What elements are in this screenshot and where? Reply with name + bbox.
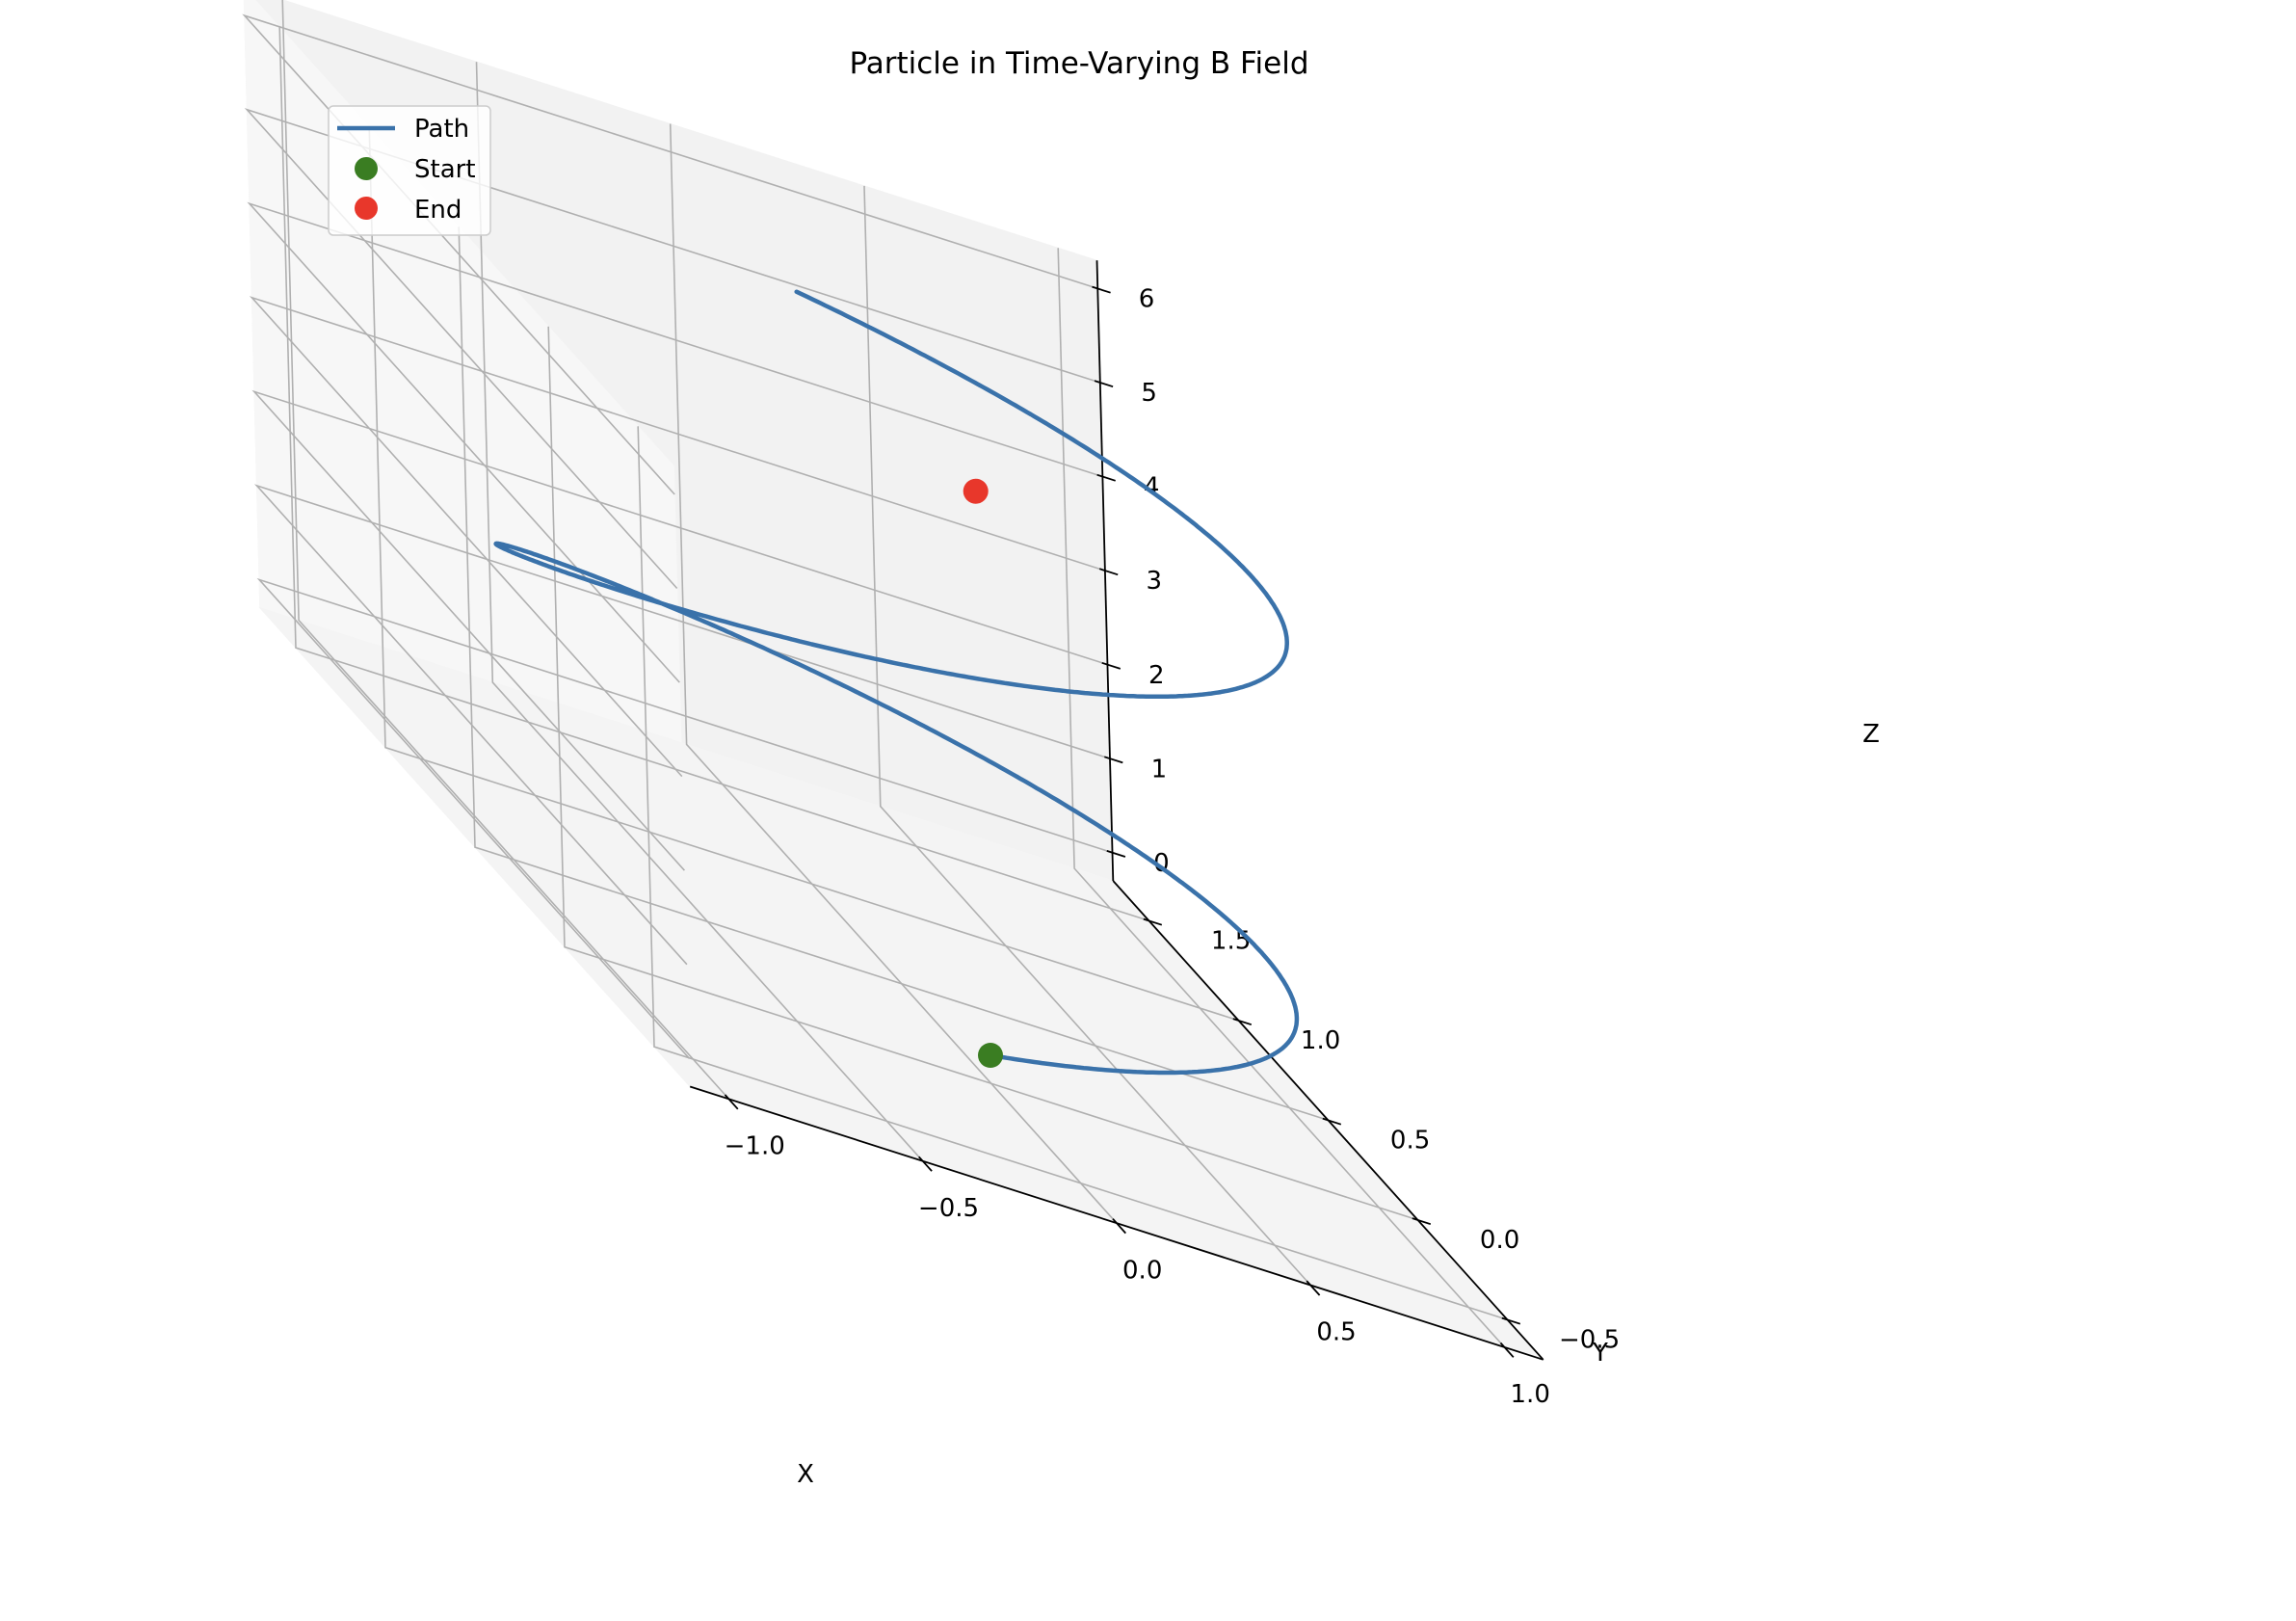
grid-z-3: [249, 296, 1106, 778]
z-tick-3-label: 3: [1147, 567, 1163, 596]
start-point: [978, 1043, 1003, 1068]
x-axis-title: X: [797, 1460, 814, 1489]
grid-z-0: [256, 577, 1113, 1059]
tick-marks: [724, 285, 1521, 1358]
y-tick-0-tick: [1501, 1316, 1521, 1325]
z-tick-1-label: 1: [1151, 755, 1168, 784]
y-tick-1-label: 0.0: [1480, 1226, 1519, 1255]
x-tick-4-label: 1.0: [1511, 1380, 1550, 1409]
x-tick-0-tick: [724, 1094, 739, 1110]
x-tick-2-label: 0.0: [1122, 1256, 1162, 1285]
grid-y-2: [458, 226, 1329, 1122]
z-tick-6-label: 6: [1139, 285, 1155, 314]
y-tick-3-tick: [1232, 1018, 1253, 1026]
x-tick-4-tick: [1499, 1342, 1515, 1358]
z-tick-3-tick: [1098, 568, 1119, 576]
series-layer: [493, 289, 1300, 1076]
grid-z-4: [247, 201, 1103, 683]
legend-end-label: End: [414, 196, 462, 225]
legend-end-marker: [355, 197, 378, 220]
z-tick-1-tick: [1104, 756, 1123, 764]
y-tick-3-label: 1.0: [1301, 1026, 1340, 1055]
grid-z-5: [244, 108, 1101, 590]
x-tick-3-label: 0.5: [1316, 1318, 1356, 1347]
grid-x-2: [669, 123, 1118, 1224]
x-tick-1-tick: [918, 1156, 933, 1172]
legend-start-marker: [355, 157, 378, 180]
z-tick-6-tick: [1092, 285, 1111, 294]
y-axis-title: Y: [1592, 1339, 1608, 1368]
grid-x-3: [863, 185, 1311, 1287]
grid-z-6: [242, 13, 1098, 495]
legend-path-label: Path: [414, 115, 469, 144]
grid-x-1: [475, 62, 924, 1162]
x-tick-1-label: −0.5: [918, 1194, 979, 1223]
grid-x-0: [281, 0, 730, 1100]
y-tick-4-tick: [1143, 917, 1163, 926]
grid-x-4: [1057, 248, 1506, 1348]
z-tick-5-tick: [1094, 380, 1114, 388]
z-tick-4-tick: [1096, 473, 1116, 482]
grid-y-0: [637, 426, 1508, 1321]
z-tick-0-tick: [1106, 850, 1126, 858]
x-tick-3-tick: [1306, 1280, 1321, 1296]
y-tick-2-tick: [1322, 1117, 1342, 1126]
y-tick-1-tick: [1412, 1217, 1432, 1226]
z-axis-title: Z: [1862, 720, 1880, 749]
series-path-line: [493, 289, 1300, 1076]
chart-title: Particle in Time-Varying B Field: [849, 46, 1308, 81]
grid-y-1: [547, 326, 1418, 1221]
y-tick-4-label: 1.5: [1211, 926, 1251, 955]
z-tick-2-tick: [1101, 661, 1122, 670]
grid-y-4: [278, 27, 1149, 922]
y-tick-0-label: −0.5: [1559, 1325, 1620, 1354]
grid-lines: [242, 0, 1508, 1348]
x-tick-2-tick: [1112, 1218, 1126, 1235]
legend-start-label: Start: [414, 155, 476, 184]
z-tick-2-label: 2: [1148, 661, 1165, 690]
end-point: [963, 478, 989, 504]
grid-z-2: [251, 389, 1108, 871]
grid-y-3: [368, 126, 1239, 1022]
grid-z-1: [253, 484, 1111, 966]
z-tick-5-label: 5: [1141, 379, 1157, 408]
legend: Path Start End: [328, 105, 491, 236]
y-tick-2-label: 0.5: [1390, 1126, 1430, 1155]
x-tick-0-label: −1.0: [725, 1132, 785, 1161]
